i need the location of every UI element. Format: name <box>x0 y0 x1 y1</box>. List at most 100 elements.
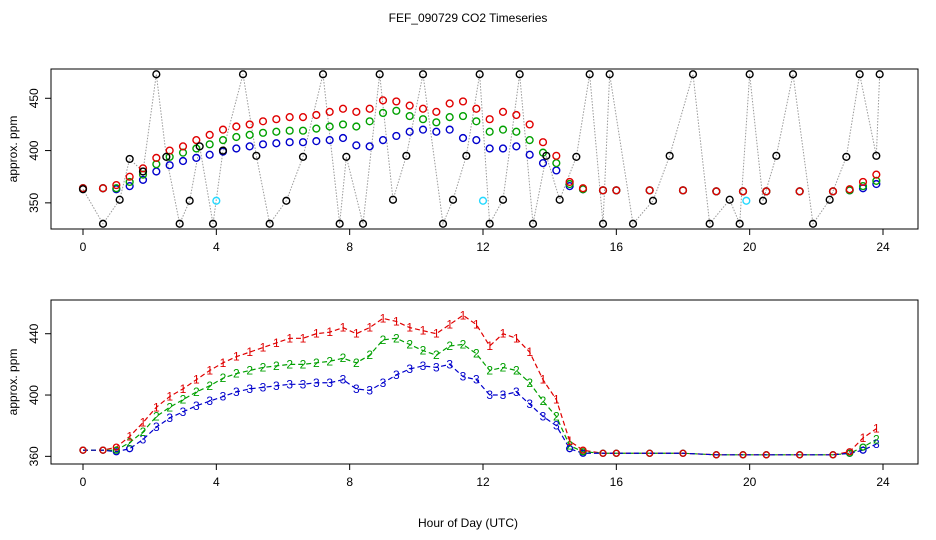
red-marker-label: 1 <box>140 416 147 430</box>
red-marker-label: 1 <box>513 331 520 345</box>
black-point <box>298 152 308 161</box>
red-point <box>738 187 748 196</box>
red-point <box>485 115 494 124</box>
black-point <box>342 152 351 161</box>
green-point <box>525 136 534 145</box>
red-point <box>205 130 214 139</box>
red-point <box>712 187 721 196</box>
black-point <box>598 219 608 228</box>
black-point <box>875 70 884 79</box>
blue-marker-label: 3 <box>366 383 373 397</box>
blue-marker-label: 3 <box>526 397 533 411</box>
blue-marker-label: 3 <box>220 390 227 404</box>
green-marker-label: 2 <box>313 356 320 370</box>
red-marker-label: 1 <box>286 331 293 345</box>
blue-marker-label: 3 <box>153 420 160 434</box>
blue-point <box>485 144 494 153</box>
red-marker-label: 1 <box>126 429 133 443</box>
black-point <box>195 142 204 151</box>
black-point <box>745 70 754 79</box>
black-point <box>665 151 674 160</box>
red-marker-label: 1 <box>553 393 560 407</box>
green-marker-label: 2 <box>460 337 467 351</box>
red-marker-label: 1 <box>460 308 467 322</box>
red-marker-label: 1 <box>406 321 413 335</box>
green-point <box>125 177 134 187</box>
green-point <box>418 115 428 124</box>
red-marker-label: 1 <box>380 311 387 325</box>
y-tick-label: 440 <box>27 323 41 343</box>
blue-point <box>392 131 401 141</box>
blue-point <box>525 150 534 159</box>
blue-point <box>126 445 134 453</box>
black-point <box>688 70 698 79</box>
red-marker-label: 1 <box>180 382 187 396</box>
blue-point <box>272 139 281 148</box>
red-point <box>846 448 854 456</box>
red-point <box>712 451 720 459</box>
green-marker-label: 2 <box>553 409 560 423</box>
red-marker-label: 1 <box>420 324 427 338</box>
red-point <box>829 451 837 459</box>
green-point <box>205 140 214 149</box>
x-tick-label: 4 <box>213 475 220 489</box>
black-point <box>758 196 768 205</box>
red-marker-label: 1 <box>166 390 173 404</box>
red-marker-label: 1 <box>260 341 267 355</box>
black-point <box>855 70 864 79</box>
blue-point <box>566 445 574 453</box>
red-point <box>645 186 654 195</box>
red-point <box>472 104 481 113</box>
red-marker-label: 1 <box>366 321 373 335</box>
red-point <box>432 107 441 116</box>
red-point <box>796 451 804 459</box>
red-marker-label: 1 <box>526 345 533 359</box>
x-tick-label: 0 <box>80 240 87 254</box>
green-point <box>432 118 441 127</box>
green-point <box>218 136 228 145</box>
red-marker-label: 1 <box>566 434 573 448</box>
red-point <box>828 187 838 196</box>
blue-point <box>445 125 454 134</box>
red-point <box>678 186 688 195</box>
top-x-axis: 0 4 8 12 16 20 24 <box>80 229 890 254</box>
black-point <box>282 196 291 205</box>
red-marker-label: 1 <box>486 339 493 353</box>
green-point <box>485 127 494 136</box>
green-marker-label: 2 <box>286 357 293 371</box>
green-marker-label: 2 <box>126 436 133 450</box>
green-marker-label: 2 <box>260 360 267 374</box>
green-marker-label: 2 <box>540 394 547 408</box>
red-point <box>232 122 241 131</box>
black-point <box>808 219 818 228</box>
green-point <box>392 106 401 115</box>
green-point <box>512 127 521 136</box>
green-marker-label: 2 <box>526 376 533 390</box>
red-point <box>325 107 334 116</box>
red-point <box>498 107 508 116</box>
black-point <box>705 219 714 228</box>
blue-point <box>298 138 308 147</box>
red-point <box>872 170 881 179</box>
green-point <box>472 117 481 126</box>
green-marker-label: 2 <box>246 364 253 378</box>
red-marker-label: 1 <box>313 327 320 341</box>
red-point <box>192 136 201 145</box>
blue-point <box>405 127 414 136</box>
red-point <box>458 97 468 106</box>
black-point <box>515 70 524 79</box>
blue-marker-label: 3 <box>286 377 293 391</box>
red-point <box>258 117 268 126</box>
red-point <box>552 151 561 160</box>
x-tick-label: 24 <box>876 240 890 254</box>
green-point <box>858 182 868 191</box>
black-point <box>485 219 494 228</box>
red-marker-label: 1 <box>353 327 360 341</box>
x-tick-label: 8 <box>346 240 353 254</box>
red-marker-label: 1 <box>300 331 307 345</box>
green-point <box>458 111 468 121</box>
top-y-axis: 350 400 450 <box>27 88 51 213</box>
bottom-y-axis: 360 400 440 <box>27 323 51 466</box>
black-point <box>555 195 564 204</box>
